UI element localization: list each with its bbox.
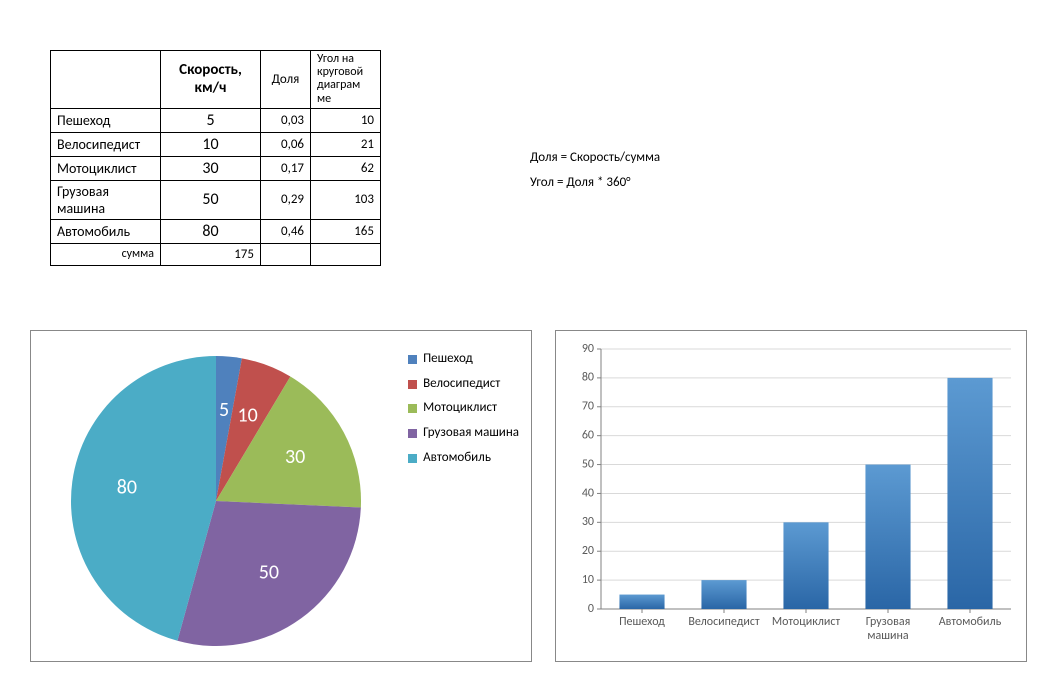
legend-item: Автомобиль bbox=[408, 446, 519, 471]
table-row: Грузовая машина 50 0,29 103 bbox=[51, 180, 381, 219]
y-tick-label: 80 bbox=[582, 371, 594, 385]
pie-data-label: 80 bbox=[117, 476, 137, 500]
pie-data-label: 10 bbox=[237, 404, 257, 428]
bar bbox=[701, 580, 746, 609]
pie-legend: ПешеходВелосипедистМотоциклистГрузовая м… bbox=[408, 347, 519, 470]
table-row: Мотоциклист 30 0,17 62 bbox=[51, 156, 381, 180]
header-angle: Угол на круговой диаграм ме bbox=[311, 51, 381, 109]
y-tick-label: 0 bbox=[588, 602, 594, 616]
cell-angle: 10 bbox=[311, 108, 381, 132]
bar bbox=[783, 522, 828, 609]
y-tick-label: 20 bbox=[582, 544, 594, 558]
cell-label: Грузовая машина bbox=[51, 180, 161, 219]
cell-speed: 30 bbox=[161, 156, 261, 180]
cell-share: 0,06 bbox=[261, 132, 311, 156]
header-share: Доля bbox=[261, 51, 311, 109]
x-tick-label: Автомобиль bbox=[939, 615, 1002, 629]
y-tick-label: 70 bbox=[582, 400, 594, 414]
pie-slices-group bbox=[71, 356, 361, 646]
cell-angle: 62 bbox=[311, 156, 381, 180]
cell-speed: 5 bbox=[161, 108, 261, 132]
legend-label: Велосипедист bbox=[423, 372, 500, 397]
header-label bbox=[51, 51, 161, 109]
x-tick-label: Мотоциклист bbox=[772, 615, 841, 629]
table-sum-row: сумма 175 bbox=[51, 243, 381, 265]
header-speed: Скорость, км/ч bbox=[161, 51, 261, 109]
y-tick-label: 10 bbox=[582, 573, 594, 587]
pie-chart-svg: 5 10 30 50 80 bbox=[51, 341, 391, 661]
sum-value: 175 bbox=[161, 243, 261, 265]
cell-label: Автомобиль bbox=[51, 219, 161, 243]
table-row: Пешеход 5 0,03 10 bbox=[51, 108, 381, 132]
cell-speed: 80 bbox=[161, 219, 261, 243]
cell-share: 0,46 bbox=[261, 219, 311, 243]
bar bbox=[619, 595, 664, 609]
x-tick-label: машина bbox=[867, 629, 909, 643]
cell-share: 0,17 bbox=[261, 156, 311, 180]
bar-chart-svg: 0 10 20 30 40 50 60 70 80 90 Пешеход Велосипедист М… bbox=[556, 331, 1026, 661]
y-tick-label: 60 bbox=[582, 429, 594, 443]
pie-chart-panel: 5 10 30 50 80 ПешеходВелосипедистМотоциклист… bbox=[30, 330, 532, 662]
cell-label: Пешеход bbox=[51, 108, 161, 132]
legend-swatch bbox=[408, 429, 417, 438]
y-tick-label: 30 bbox=[582, 515, 594, 529]
bar bbox=[865, 465, 910, 609]
data-table: Скорость, км/ч Доля Угол на круговой диа… bbox=[50, 50, 381, 266]
legend-label: Мотоциклист bbox=[423, 396, 497, 421]
legend-item: Пешеход bbox=[408, 347, 519, 372]
legend-swatch bbox=[408, 355, 417, 364]
cell-angle: 21 bbox=[311, 132, 381, 156]
pie-data-label: 5 bbox=[219, 398, 229, 422]
y-tick-label: 40 bbox=[582, 486, 594, 500]
legend-swatch bbox=[408, 404, 417, 413]
bar-yticks-group: 0 10 20 30 40 50 60 70 80 90 bbox=[582, 342, 594, 616]
legend-label: Пешеход bbox=[423, 347, 473, 372]
legend-item: Грузовая машина bbox=[408, 421, 519, 446]
formula-share: Доля = Скорость/сумма bbox=[530, 146, 660, 171]
cell-label: Мотоциклист bbox=[51, 156, 161, 180]
legend-item: Мотоциклист bbox=[408, 396, 519, 421]
table-header-row: Скорость, км/ч Доля Угол на круговой диа… bbox=[51, 51, 381, 109]
y-tick-label: 50 bbox=[582, 457, 594, 471]
y-tick-label: 90 bbox=[582, 342, 594, 356]
legend-swatch bbox=[408, 454, 417, 463]
sum-label: сумма bbox=[51, 243, 161, 265]
x-tick-label: Грузовая bbox=[866, 615, 911, 629]
formulas-block: Доля = Скорость/сумма Угол = Доля * 360° bbox=[530, 146, 660, 195]
x-tick-label: Пешеход bbox=[619, 615, 665, 629]
cell-speed: 50 bbox=[161, 180, 261, 219]
formula-angle: Угол = Доля * 360° bbox=[530, 171, 660, 196]
table-row: Автомобиль 80 0,46 165 bbox=[51, 219, 381, 243]
legend-swatch bbox=[408, 380, 417, 389]
cell-angle: 165 bbox=[311, 219, 381, 243]
legend-item: Велосипедист bbox=[408, 372, 519, 397]
page: Скорость, км/ч Доля Угол на круговой диа… bbox=[0, 0, 1062, 681]
cell-speed: 10 bbox=[161, 132, 261, 156]
cell-share: 0,03 bbox=[261, 108, 311, 132]
sum-empty bbox=[311, 243, 381, 265]
x-tick-label: Велосипедист bbox=[688, 615, 760, 629]
legend-label: Автомобиль bbox=[423, 446, 491, 471]
pie-data-label: 50 bbox=[259, 561, 279, 585]
pie-data-label: 30 bbox=[285, 445, 305, 469]
bar bbox=[947, 378, 992, 609]
cell-share: 0,29 bbox=[261, 180, 311, 219]
bar-chart-panel: 0 10 20 30 40 50 60 70 80 90 Пешеход Велосипедист М… bbox=[555, 330, 1027, 662]
legend-label: Грузовая машина bbox=[423, 421, 519, 446]
cell-label: Велосипедист bbox=[51, 132, 161, 156]
cell-angle: 103 bbox=[311, 180, 381, 219]
table-row: Велосипедист 10 0,06 21 bbox=[51, 132, 381, 156]
sum-empty bbox=[261, 243, 311, 265]
bar-xticks-group: Пешеход Велосипедист Мотоциклист Грузоваяма… bbox=[619, 615, 1002, 643]
